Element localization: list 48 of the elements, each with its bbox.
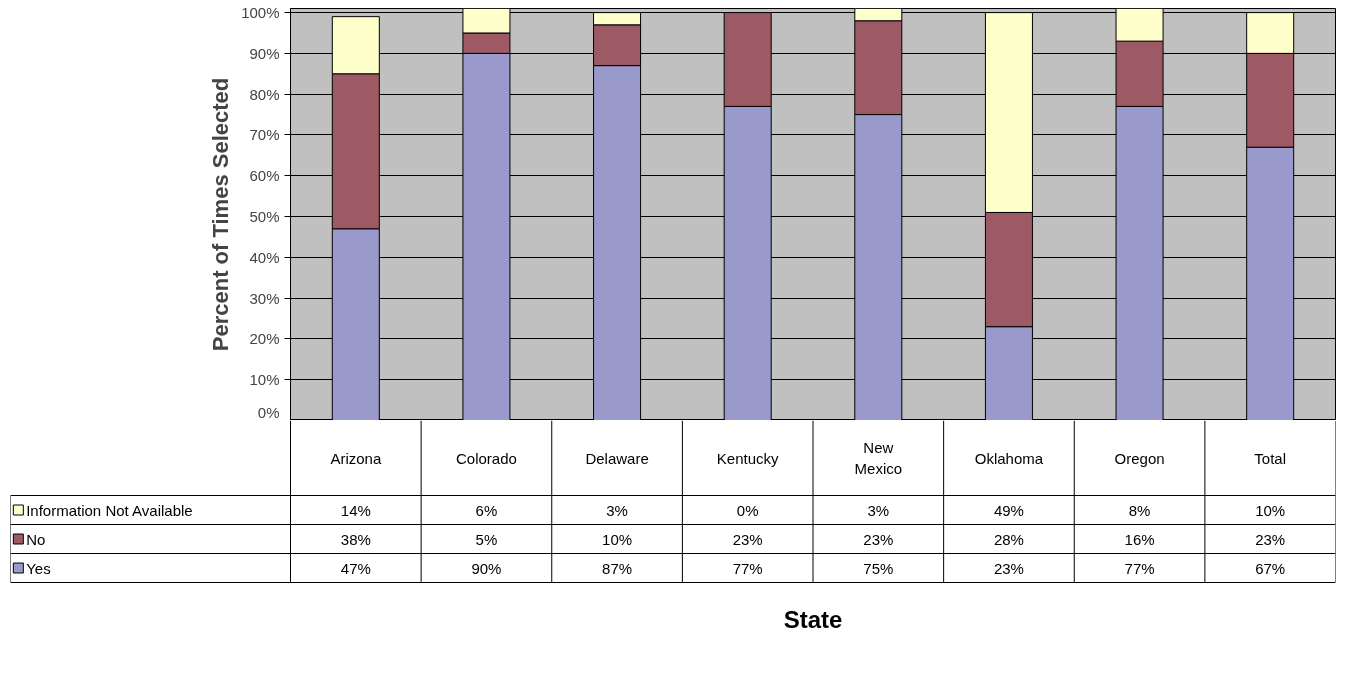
y-tick-label: 30% [249, 289, 280, 307]
y-tick-label: 20% [249, 330, 280, 348]
y-tick-label: 50% [249, 208, 280, 226]
y-tick-label: 60% [249, 167, 280, 185]
data-label: 47% [340, 559, 371, 577]
data-label: 87% [602, 559, 633, 577]
y-tick-label: 40% [249, 248, 280, 266]
data-label: 23% [732, 530, 763, 548]
x-tick-label: Kentucky [716, 449, 780, 467]
data-label: 90% [471, 559, 502, 577]
data-label: 6% [475, 501, 498, 519]
y-tick-label: 80% [249, 85, 280, 103]
data-label: 10% [1255, 501, 1286, 519]
x-tick-label: Arizona [330, 449, 382, 467]
data-label: 49% [993, 501, 1024, 519]
data-label: 3% [606, 501, 628, 519]
data-label: 14% [340, 501, 371, 519]
y-tick-label: 90% [249, 44, 280, 62]
y-tick-label: 10% [249, 371, 280, 389]
legend-label: Yes [26, 559, 51, 577]
data-label: 28% [993, 530, 1024, 548]
data-label: 10% [602, 530, 633, 548]
legend-label: No [26, 530, 46, 548]
data-label: 5% [475, 530, 498, 548]
legend-label: Information Not Available [26, 501, 193, 519]
data-label: 23% [1255, 530, 1286, 548]
data-label: 0% [736, 501, 759, 519]
y-tick-label: 100% [241, 4, 280, 22]
data-label: 3% [867, 501, 890, 519]
y-axis-title: Percent of Times Selected [208, 77, 234, 352]
data-label: 75% [863, 559, 894, 577]
data-label: 77% [1124, 559, 1155, 577]
data-label: 16% [1124, 530, 1155, 548]
x-tick-label: Oregon [1114, 449, 1165, 467]
data-label: 38% [340, 530, 371, 548]
x-tick-label: Oklahoma [974, 449, 1044, 467]
x-tick-label: Total [1254, 449, 1287, 467]
x-tick-label: New Mexico [854, 439, 903, 477]
data-label: 23% [993, 559, 1024, 577]
x-tick-label: Colorado [456, 449, 517, 467]
text: State [783, 606, 843, 633]
data-label: 23% [863, 530, 894, 548]
y-tick-label: 70% [249, 126, 280, 144]
data-label: 67% [1255, 559, 1286, 577]
data-label: 8% [1128, 501, 1151, 519]
x-tick-label: Delaware [585, 449, 649, 467]
data-label: 77% [732, 559, 763, 577]
y-tick-label: 0% [257, 403, 280, 421]
